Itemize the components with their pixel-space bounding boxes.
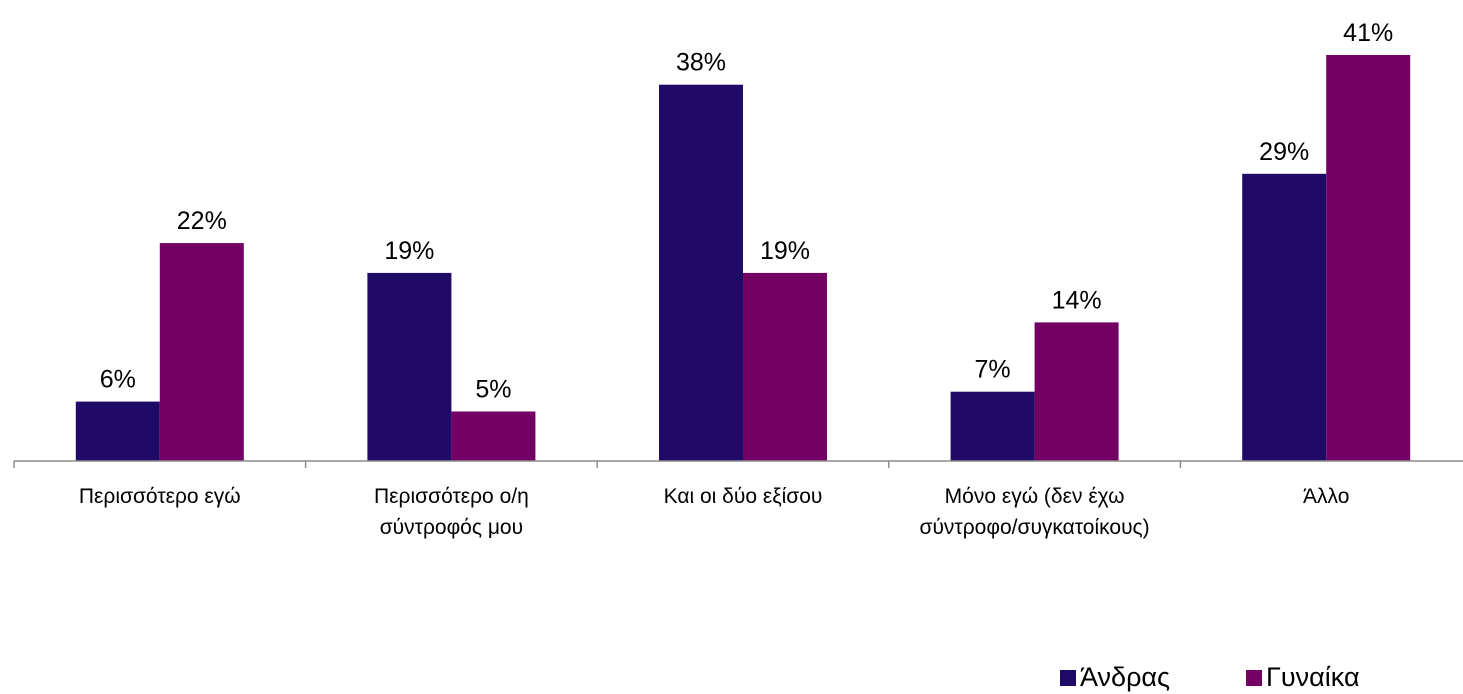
data-label-gynaika-3: 14% bbox=[1052, 286, 1102, 314]
bar-gynaika-4 bbox=[1326, 55, 1411, 461]
data-labels-group: 6% 22% 19% 5% 38% 19% 7% 14% 29% 41% bbox=[100, 19, 1393, 404]
category-label-0: Περισσότερο εγώ bbox=[79, 485, 241, 508]
data-label-andras-3: 7% bbox=[975, 356, 1011, 384]
data-label-andras-2: 38% bbox=[676, 49, 726, 77]
category-labels-group: Περισσότερο εγώ Περισσότερο ο/η σύντροφός … bbox=[79, 485, 1350, 539]
legend: Άνδρας Γυναίκα bbox=[1060, 662, 1360, 693]
x-axis bbox=[13, 460, 1463, 468]
bars-group bbox=[75, 55, 1411, 462]
bar-andras-0 bbox=[75, 401, 160, 461]
legend-item-andras: Άνδρας bbox=[1060, 662, 1170, 693]
bar-gynaika-1 bbox=[451, 411, 536, 461]
data-label-andras-4: 29% bbox=[1259, 138, 1309, 166]
bar-gynaika-3 bbox=[1034, 322, 1119, 461]
category-label-1: Περισσότερο ο/η σύντροφός μου bbox=[374, 485, 529, 539]
data-label-gynaika-4: 41% bbox=[1343, 19, 1393, 47]
category-label-2: Και οι δύο εξίσου bbox=[664, 485, 823, 508]
data-label-gynaika-2: 19% bbox=[760, 237, 810, 265]
bar-gynaika-2 bbox=[743, 272, 827, 461]
category-label-4: Άλλο bbox=[1303, 485, 1349, 508]
data-label-andras-1: 19% bbox=[384, 237, 434, 265]
category-label-3: Μόνο εγώ (δεν έχω σύντροφο/συγκατοίκους) bbox=[919, 485, 1149, 539]
legend-swatch-andras bbox=[1060, 669, 1076, 686]
legend-swatch-gynaika bbox=[1246, 669, 1263, 686]
bar-andras-3 bbox=[950, 391, 1035, 461]
bar-andras-1 bbox=[367, 272, 452, 461]
data-label-gynaika-1: 5% bbox=[475, 376, 511, 404]
legend-label-andras: Άνδρας bbox=[1080, 662, 1171, 692]
bar-andras-4 bbox=[1242, 173, 1327, 462]
data-label-andras-0: 6% bbox=[100, 366, 136, 394]
legend-item-gynaika: Γυναίκα bbox=[1246, 662, 1360, 693]
bar-andras-2 bbox=[659, 84, 743, 461]
bar-gynaika-0 bbox=[159, 243, 244, 461]
legend-label-gynaika: Γυναίκα bbox=[1266, 662, 1360, 692]
data-label-gynaika-0: 22% bbox=[177, 207, 227, 235]
